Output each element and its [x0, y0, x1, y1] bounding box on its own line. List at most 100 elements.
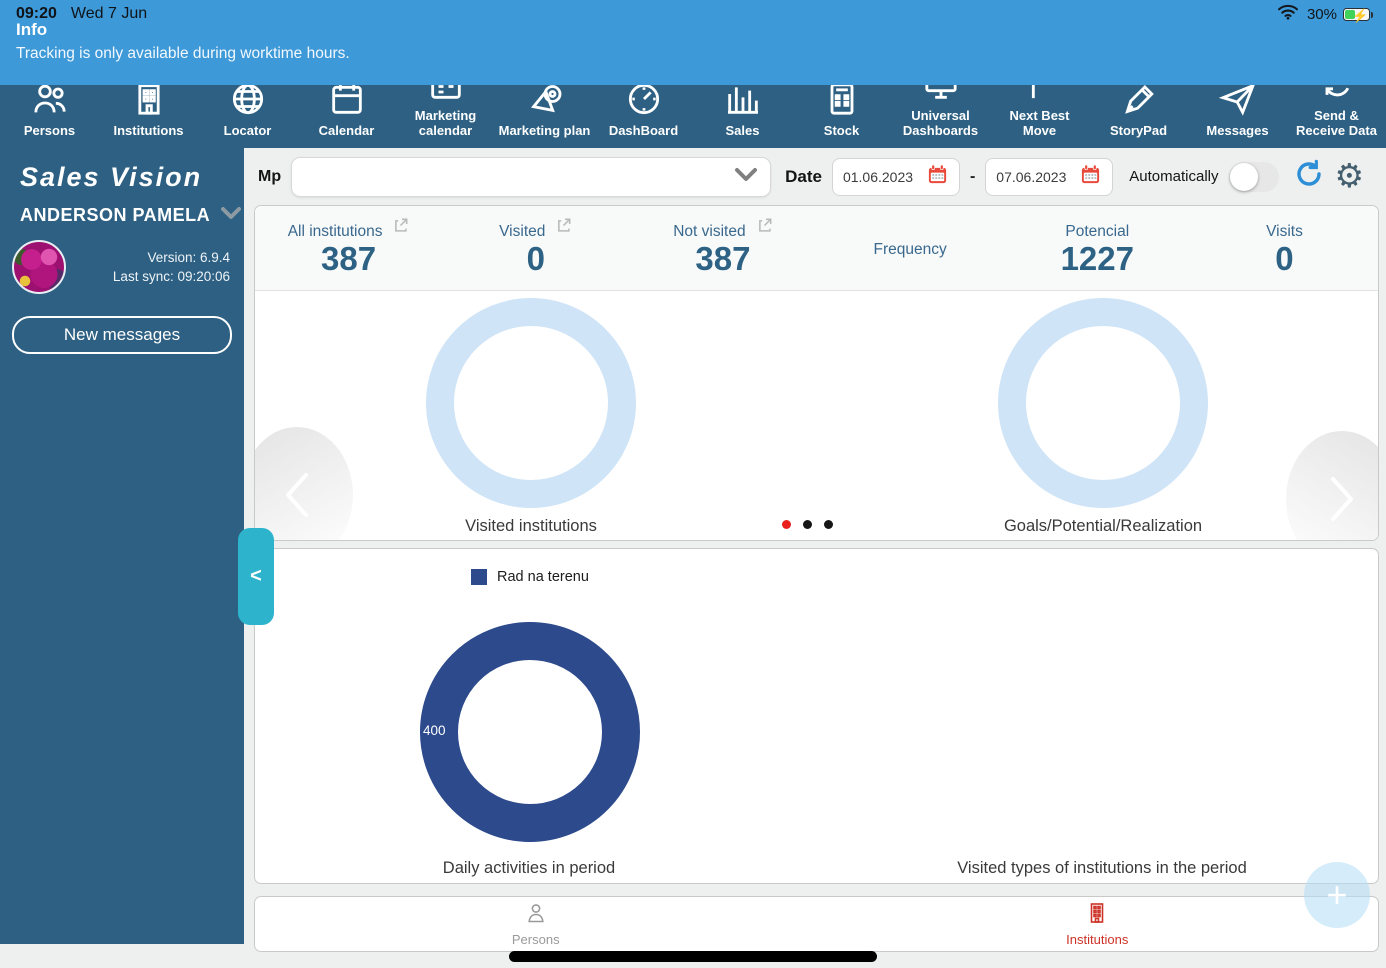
- carousel-dot-3[interactable]: [824, 520, 833, 529]
- chevron-left-icon: [286, 473, 308, 517]
- marketing-plan-icon: [525, 73, 565, 119]
- stat-potencial: Potencial 1227: [1004, 206, 1191, 290]
- nav-item-sales[interactable]: Sales: [693, 60, 792, 148]
- banner-message: Tracking is only available during workti…: [16, 45, 350, 62]
- stat-visits: Visits 0: [1191, 206, 1378, 290]
- calendar-icon[interactable]: [1080, 164, 1101, 190]
- battery-charging-icon: ⚡: [1343, 7, 1373, 23]
- nav-label: Locator: [223, 123, 272, 138]
- home-indicator[interactable]: [509, 951, 877, 962]
- dashboard-gauge-icon: [624, 73, 664, 119]
- app-logo: Sales Vision: [20, 162, 203, 192]
- main-content: Mp Date - Automatically ⚙ All institutio…: [244, 148, 1386, 968]
- nav-item-calendar[interactable]: Calendar: [297, 60, 396, 148]
- messages-plane-icon: [1218, 73, 1258, 119]
- stats-row: All institutions 387 Visited 0 Not visit…: [255, 206, 1378, 291]
- date-label: Date: [785, 166, 822, 186]
- user-name: ANDERSON PAMELA: [20, 205, 211, 225]
- nav-item-send-receive-data[interactable]: Send & Receive Data: [1287, 60, 1386, 148]
- nav-label: Institutions: [113, 123, 184, 138]
- external-link-icon[interactable]: [555, 217, 572, 239]
- stat-all-institutions: All institutions 387: [255, 206, 442, 290]
- donut-value-label: 400: [423, 723, 446, 738]
- sales-bars-icon: [723, 73, 763, 119]
- nav-item-dashboard[interactable]: DashBoard: [594, 60, 693, 148]
- filter-toolbar: Mp Date - Automatically ⚙: [244, 148, 1386, 205]
- stat-value: 0: [1275, 240, 1294, 277]
- refresh-icon[interactable]: [1293, 158, 1325, 195]
- nav-item-marketing-plan[interactable]: Marketing plan: [495, 60, 594, 148]
- stat-value: 387: [695, 240, 751, 277]
- nav-label: Sales: [725, 123, 760, 138]
- stat-label: Visited: [499, 223, 546, 240]
- stat-label: Visits: [1266, 223, 1303, 240]
- locator-globe-icon: [228, 73, 268, 119]
- carousel-dot-1[interactable]: [782, 520, 791, 529]
- nav-label: Marketing calendar: [414, 108, 477, 138]
- nav-item-institutions[interactable]: Institutions: [99, 60, 198, 148]
- nav-label: DashBoard: [608, 123, 679, 138]
- date-range-separator: -: [969, 167, 976, 185]
- wifi-icon: [1277, 3, 1299, 25]
- chart-legend: Rad na terenu: [471, 569, 589, 585]
- stat-value: 1227: [1060, 240, 1134, 277]
- calendar-icon[interactable]: [927, 164, 948, 190]
- date-from-field[interactable]: [831, 157, 960, 196]
- carousel-dots: [782, 520, 833, 529]
- nav-item-locator[interactable]: Locator: [198, 60, 297, 148]
- date-to-input[interactable]: [996, 168, 1075, 185]
- carousel-dot-2[interactable]: [803, 520, 812, 529]
- nav-item-messages[interactable]: Messages: [1188, 60, 1287, 148]
- date-to-field[interactable]: [985, 157, 1114, 196]
- nav-item-storypad[interactable]: StoryPad: [1089, 60, 1188, 148]
- user-menu[interactable]: ANDERSON PAMELA: [0, 193, 244, 226]
- carousel-caption-left: Visited institutions: [465, 517, 597, 535]
- tab-persons[interactable]: Persons: [255, 897, 817, 951]
- nav-label: Stock: [823, 123, 860, 138]
- nav-item-universal-dashboards[interactable]: Universal Dashboards: [891, 60, 990, 148]
- user-avatar[interactable]: [12, 240, 66, 294]
- carousel-prev-button[interactable]: [255, 427, 353, 540]
- charts-carousel: Visited institutions Goals/Potential/Rea…: [255, 291, 1378, 540]
- overview-panel: All institutions 387 Visited 0 Not visit…: [254, 205, 1379, 541]
- settings-gear-icon[interactable]: ⚙: [1334, 155, 1365, 195]
- info-banner: 09:20 Wed 7 Jun 30% ⚡ Info Tracking is o…: [0, 0, 1386, 85]
- legend-label: Rad na terenu: [497, 569, 589, 585]
- stat-value: 0: [526, 240, 545, 277]
- stat-frequency: Frequency: [817, 206, 1004, 290]
- date-from-input[interactable]: [842, 168, 921, 185]
- stat-value: 387: [321, 240, 377, 277]
- external-link-icon[interactable]: [392, 217, 409, 239]
- add-floating-button[interactable]: +: [1304, 862, 1370, 928]
- storypad-pen-icon: [1119, 73, 1159, 119]
- chevron-right-icon: [1331, 477, 1353, 521]
- stat-label: Potencial: [1065, 223, 1130, 240]
- mp-select[interactable]: [291, 156, 772, 197]
- daily-activities-donut: [420, 622, 640, 847]
- nav-label: Next Best Move: [1009, 108, 1070, 138]
- external-link-icon[interactable]: [756, 217, 773, 239]
- banner-title: Info: [16, 20, 48, 39]
- automatically-label: Automatically: [1129, 168, 1219, 185]
- tab-label: Institutions: [1066, 932, 1129, 947]
- automatically-toggle[interactable]: [1228, 161, 1279, 192]
- tab-institutions[interactable]: Institutions: [817, 897, 1379, 951]
- carousel-next-button[interactable]: [1286, 431, 1378, 540]
- nav-label: Send & Receive Data: [1296, 108, 1377, 138]
- activities-caption-right: Visited types of institutions in the per…: [957, 859, 1247, 877]
- activities-caption-left: Daily activities in period: [442, 859, 616, 877]
- mp-label: Mp: [258, 167, 282, 185]
- app-version: Version: 6.9.4: [147, 250, 230, 265]
- status-bar: 09:20 Wed 7 Jun 30% ⚡: [0, 0, 1386, 25]
- tab-label: Persons: [511, 932, 560, 947]
- last-sync: Last sync: 09:20:06: [112, 269, 230, 284]
- nav-item-persons[interactable]: Persons: [0, 60, 99, 148]
- goals-potential-donut: [997, 297, 1209, 514]
- persons-icon: [30, 73, 70, 119]
- sidebar-collapse-handle[interactable]: <: [238, 528, 274, 625]
- nav-label: Messages: [1206, 123, 1269, 138]
- stat-visited: Visited 0: [442, 206, 629, 290]
- bottom-tab-bar: Persons Institutions: [254, 896, 1379, 952]
- stat-not-visited: Not visited 387: [629, 206, 816, 290]
- new-messages-button[interactable]: New messages: [12, 316, 232, 354]
